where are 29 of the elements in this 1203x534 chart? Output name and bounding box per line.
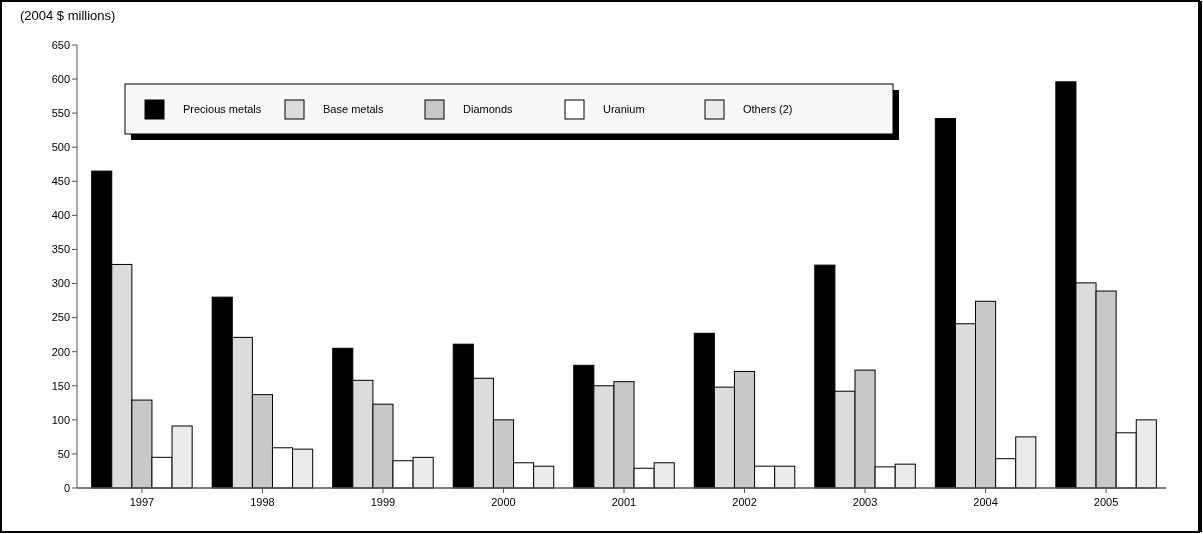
- y-tick-label: 0: [63, 481, 70, 494]
- x-tick-label: 1997: [129, 496, 155, 508]
- x-tick-label: 2003: [852, 496, 878, 508]
- x-tick-label: 2000: [491, 496, 516, 508]
- x-tick-label: 1999: [370, 496, 396, 508]
- y-tick-label: 300: [51, 277, 70, 290]
- legend-label: Base metals: [323, 102, 385, 115]
- y-tick-label: 350: [51, 243, 70, 256]
- legend-label: Uranium: [603, 102, 645, 115]
- x-tick-label: 1998: [250, 496, 275, 508]
- y-tick-label: 550: [51, 107, 70, 119]
- y-tick-label: 600: [51, 72, 70, 85]
- y-tick-label: 100: [51, 413, 70, 426]
- y-tick-label: 50: [57, 447, 70, 460]
- y-tick-label: 200: [51, 345, 70, 358]
- y-tick-label: 450: [51, 175, 70, 188]
- x-tick-label: 2004: [973, 496, 998, 508]
- y-tick-label: 150: [51, 379, 70, 392]
- y-axis-title: (2004 $ millions): [20, 8, 116, 23]
- y-tick-label: 650: [51, 38, 70, 51]
- legend-label: Diamonds: [463, 102, 514, 115]
- x-tick-label: 2001: [611, 496, 637, 508]
- legend-label: Precious metals: [183, 102, 262, 115]
- y-tick-label: 500: [51, 141, 70, 154]
- x-tick-label: 2005: [1093, 496, 1119, 508]
- y-tick-label: 250: [51, 311, 70, 324]
- legend-label: Others (2): [743, 102, 793, 115]
- y-tick-label: 400: [51, 209, 70, 222]
- x-tick-label: 2002: [732, 496, 757, 508]
